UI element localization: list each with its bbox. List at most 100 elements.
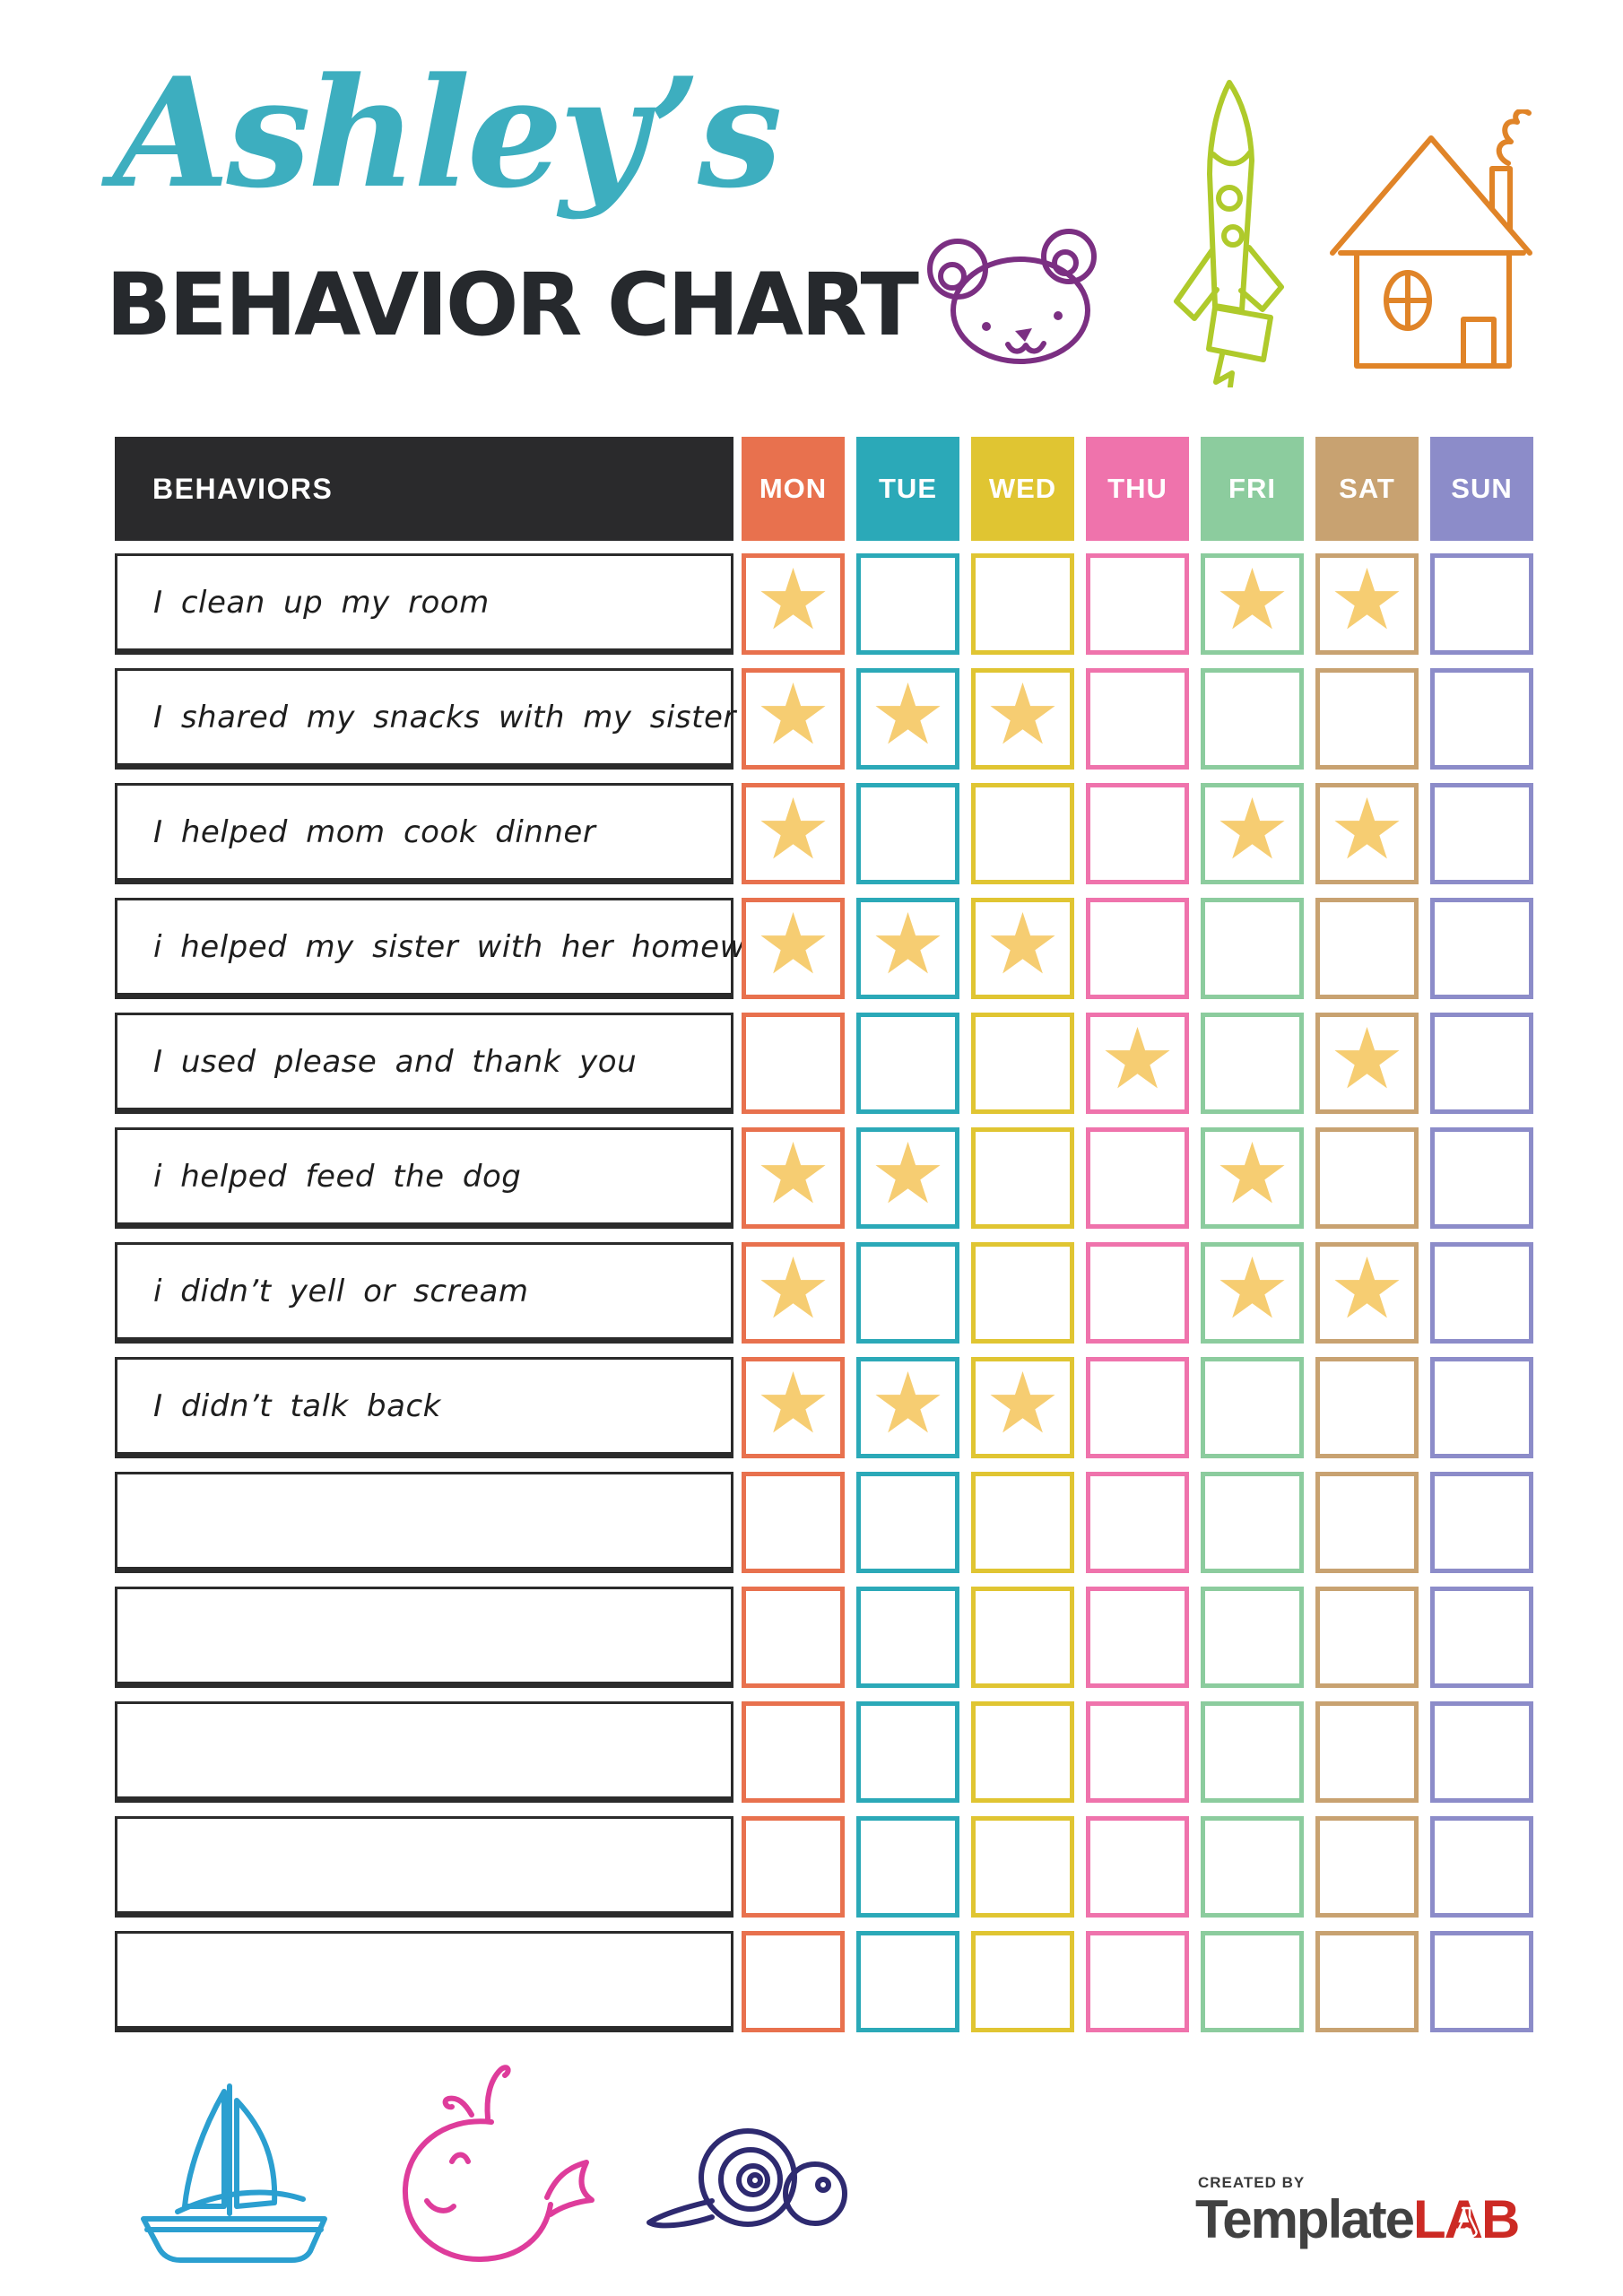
day-cell-fri <box>1201 1816 1304 1918</box>
sailboat-icon <box>141 2083 327 2263</box>
star-icon: ★ <box>1329 780 1405 879</box>
day-cell-wed <box>971 1587 1074 1688</box>
star-icon: ★ <box>1329 1010 1405 1109</box>
day-cell-mon <box>742 1013 845 1114</box>
day-cell-wed <box>971 1013 1074 1114</box>
day-cell-sat <box>1315 1816 1419 1918</box>
day-cell-sun <box>1430 1472 1533 1573</box>
day-cell-tue <box>856 1587 959 1688</box>
behavior-label-box: I didn’t talk back <box>115 1357 733 1458</box>
day-cell-tue <box>856 783 959 884</box>
behavior-label-box: I helped mom cook dinner <box>115 783 733 884</box>
day-cell-wed <box>971 1701 1074 1803</box>
day-cell-thu <box>1086 1472 1189 1573</box>
day-cell-thu <box>1086 898 1189 999</box>
behavior-text: i didn’t yell or scream <box>153 1273 529 1309</box>
brand-template: Template <box>1195 2189 1415 2249</box>
snail-icon <box>647 2128 847 2229</box>
day-cell-tue <box>856 1931 959 2032</box>
day-cell-wed <box>971 553 1074 655</box>
day-cell-thu <box>1086 1357 1189 1458</box>
day-cell-thu <box>1086 1701 1189 1803</box>
behavior-label-box: I used please and thank you <box>115 1013 733 1114</box>
day-cell-fri <box>1201 1013 1304 1114</box>
star-icon: ★ <box>870 895 946 994</box>
star-icon: ★ <box>870 1125 946 1223</box>
day-cell-wed: ★ <box>971 1357 1074 1458</box>
behavior-label-box: I clean up my room <box>115 553 733 655</box>
day-cell-thu <box>1086 1242 1189 1344</box>
day-cell-sat <box>1315 1127 1419 1229</box>
day-cell-wed <box>971 1931 1074 2032</box>
day-cell-sat <box>1315 1931 1419 2032</box>
day-cell-thu: ★ <box>1086 1013 1189 1114</box>
day-cell-thu <box>1086 553 1189 655</box>
behavior-text: i helped my sister with her homework <box>153 928 795 965</box>
day-cell-fri <box>1201 1701 1304 1803</box>
day-cell-fri <box>1201 1472 1304 1573</box>
day-header-thu: THU <box>1086 437 1189 541</box>
behavior-text: i helped feed the dog <box>153 1158 522 1195</box>
day-cell-wed <box>971 1472 1074 1573</box>
star-icon: ★ <box>985 665 1061 764</box>
behavior-text: I shared my snacks with my sister <box>153 699 736 735</box>
day-cell-mon <box>742 1931 845 2032</box>
day-cell-sat <box>1315 1357 1419 1458</box>
day-cell-mon: ★ <box>742 783 845 884</box>
day-cell-wed <box>971 1127 1074 1229</box>
day-cell-sat: ★ <box>1315 1013 1419 1114</box>
day-cell-fri <box>1201 668 1304 770</box>
behavior-label-box: i didn’t yell or scream <box>115 1242 733 1344</box>
day-cell-tue <box>856 1472 959 1573</box>
day-cell-tue <box>856 1816 959 1918</box>
star-icon: ★ <box>870 1354 946 1453</box>
day-cell-sun <box>1430 783 1533 884</box>
day-cell-sun <box>1430 1701 1533 1803</box>
day-cell-fri: ★ <box>1201 783 1304 884</box>
day-cell-sat <box>1315 668 1419 770</box>
star-icon: ★ <box>985 895 1061 994</box>
behavior-label-box: i helped feed the dog <box>115 1127 733 1229</box>
day-cell-mon <box>742 1816 845 1918</box>
star-icon: ★ <box>755 1239 831 1338</box>
star-icon: ★ <box>755 780 831 879</box>
day-cell-sun <box>1430 1357 1533 1458</box>
day-cell-fri: ★ <box>1201 1127 1304 1229</box>
star-icon: ★ <box>985 1354 1061 1453</box>
day-header-fri: FRI <box>1201 437 1304 541</box>
day-cell-tue <box>856 1701 959 1803</box>
day-header-sun: SUN <box>1430 437 1533 541</box>
child-name-title: Ashley’s <box>113 44 783 222</box>
day-cell-sat <box>1315 1701 1419 1803</box>
behavior-text: I used please and thank you <box>153 1043 638 1080</box>
behavior-label-box <box>115 1587 733 1688</box>
day-cell-tue: ★ <box>856 898 959 999</box>
teddy-bear-icon <box>927 229 1097 364</box>
day-cell-wed <box>971 1816 1074 1918</box>
brand-wordmark: TemplateLAB <box>1195 2189 1520 2249</box>
day-cell-sat <box>1315 898 1419 999</box>
day-cell-mon: ★ <box>742 553 845 655</box>
behavior-text: I didn’t talk back <box>153 1387 441 1424</box>
day-cell-mon: ★ <box>742 898 845 999</box>
star-icon: ★ <box>1214 551 1290 649</box>
day-cell-mon: ★ <box>742 1127 845 1229</box>
whale-icon <box>402 2065 595 2263</box>
day-cell-tue: ★ <box>856 668 959 770</box>
day-header-tue: TUE <box>856 437 959 541</box>
day-cell-tue <box>856 1242 959 1344</box>
day-cell-wed: ★ <box>971 668 1074 770</box>
day-cell-wed: ★ <box>971 898 1074 999</box>
behavior-table: BEHAVIORS MON TUE WED THU FRI SAT SUN I clean u… <box>115 437 1541 2042</box>
day-cell-sun <box>1430 1242 1533 1344</box>
star-icon: ★ <box>1329 551 1405 649</box>
star-icon: ★ <box>1214 780 1290 879</box>
day-cell-tue: ★ <box>856 1127 959 1229</box>
brand-lab: LAB <box>1412 2189 1520 2249</box>
day-cell-sat <box>1315 1587 1419 1688</box>
day-cell-sat: ★ <box>1315 783 1419 884</box>
behavior-label-box <box>115 1701 733 1803</box>
day-header-sat: SAT <box>1315 437 1419 541</box>
day-cell-mon: ★ <box>742 1242 845 1344</box>
star-icon: ★ <box>755 665 831 764</box>
